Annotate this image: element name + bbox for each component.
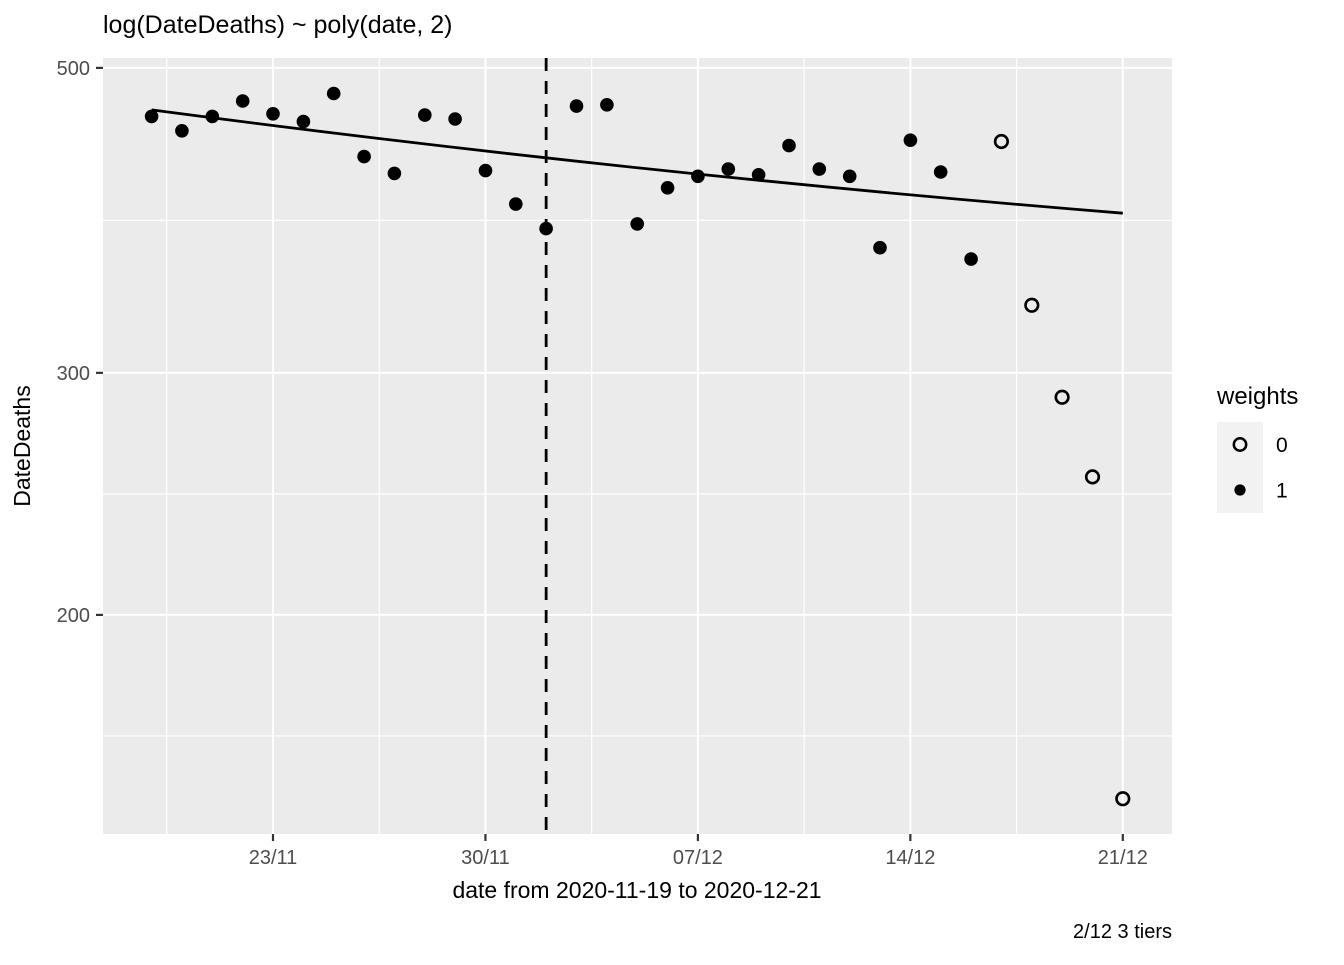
data-point-filled — [326, 86, 341, 101]
data-point-filled — [569, 99, 584, 113]
legend: weights 0 1 — [1216, 383, 1298, 513]
data-point-filled — [842, 169, 857, 184]
smooth-layer — [151, 108, 1123, 215]
plot-panel — [103, 58, 1172, 834]
legend-open-circle-icon — [1232, 437, 1248, 452]
data-point-filled — [782, 138, 796, 153]
legend-title: weights — [1216, 383, 1298, 410]
major-gridlines — [103, 58, 1172, 834]
data-point-open — [1054, 389, 1070, 405]
legend-key-0 — [1217, 422, 1263, 468]
data-point-open — [1115, 791, 1131, 807]
data-point-filled — [266, 107, 280, 121]
data-point-filled — [660, 181, 675, 195]
legend-label-0: 0 — [1276, 434, 1288, 457]
data-point-filled — [751, 168, 766, 182]
data-point-open — [1084, 469, 1101, 485]
data-point-filled — [478, 163, 493, 178]
x-tick-label: 23/11 — [249, 847, 298, 869]
caption: 2/12 3 tiers — [1073, 921, 1172, 943]
data-point-filled — [205, 109, 220, 124]
data-point-filled — [418, 108, 432, 122]
plot-title: log(DateDeaths) ~ poly(date, 2) — [103, 11, 453, 39]
smooth-line — [151, 108, 1123, 215]
data-point-filled — [873, 240, 887, 255]
y-tick-label: 300 — [57, 363, 90, 385]
data-point-filled — [812, 162, 827, 176]
x-tick-label: 07/12 — [673, 847, 723, 869]
legend-label-1: 1 — [1276, 480, 1288, 503]
data-point-filled — [903, 133, 918, 147]
x-tick-label: 21/12 — [1098, 847, 1148, 869]
data-point-filled — [933, 165, 948, 179]
data-point-filled — [964, 252, 978, 266]
data-point-filled — [691, 169, 705, 184]
data-point-filled — [387, 166, 402, 181]
x-tick-label: 14/12 — [885, 847, 935, 869]
y-tick-label: 500 — [57, 58, 90, 80]
data-point-filled — [175, 124, 189, 138]
y-axis-title: DateDeaths — [9, 385, 35, 506]
data-point-filled — [448, 112, 462, 126]
y-tick-label: 200 — [57, 605, 90, 627]
data-point-filled — [235, 94, 250, 108]
data-point-filled — [630, 217, 644, 231]
axis-tick-marks — [96, 66, 1124, 841]
data-point-filled — [509, 197, 523, 211]
axis-tick-labels: 23/11 30/11 07/12 14/12 21/12 500 300 200 — [57, 58, 1148, 869]
data-point-filled — [721, 162, 736, 176]
data-point-filled — [144, 109, 159, 124]
x-axis-title: date from 2020-11-19 to 2020-12-21 — [452, 877, 821, 903]
legend-filled-circle-icon — [1234, 484, 1246, 496]
data-point-filled — [296, 114, 311, 129]
data-point-filled — [357, 149, 371, 164]
data-point-filled — [600, 98, 614, 112]
data-point-open — [1024, 297, 1040, 313]
points-layer — [144, 86, 1131, 807]
data-point-filled — [539, 221, 553, 236]
data-point-open — [993, 133, 1010, 150]
x-tick-label: 30/11 — [461, 847, 510, 869]
